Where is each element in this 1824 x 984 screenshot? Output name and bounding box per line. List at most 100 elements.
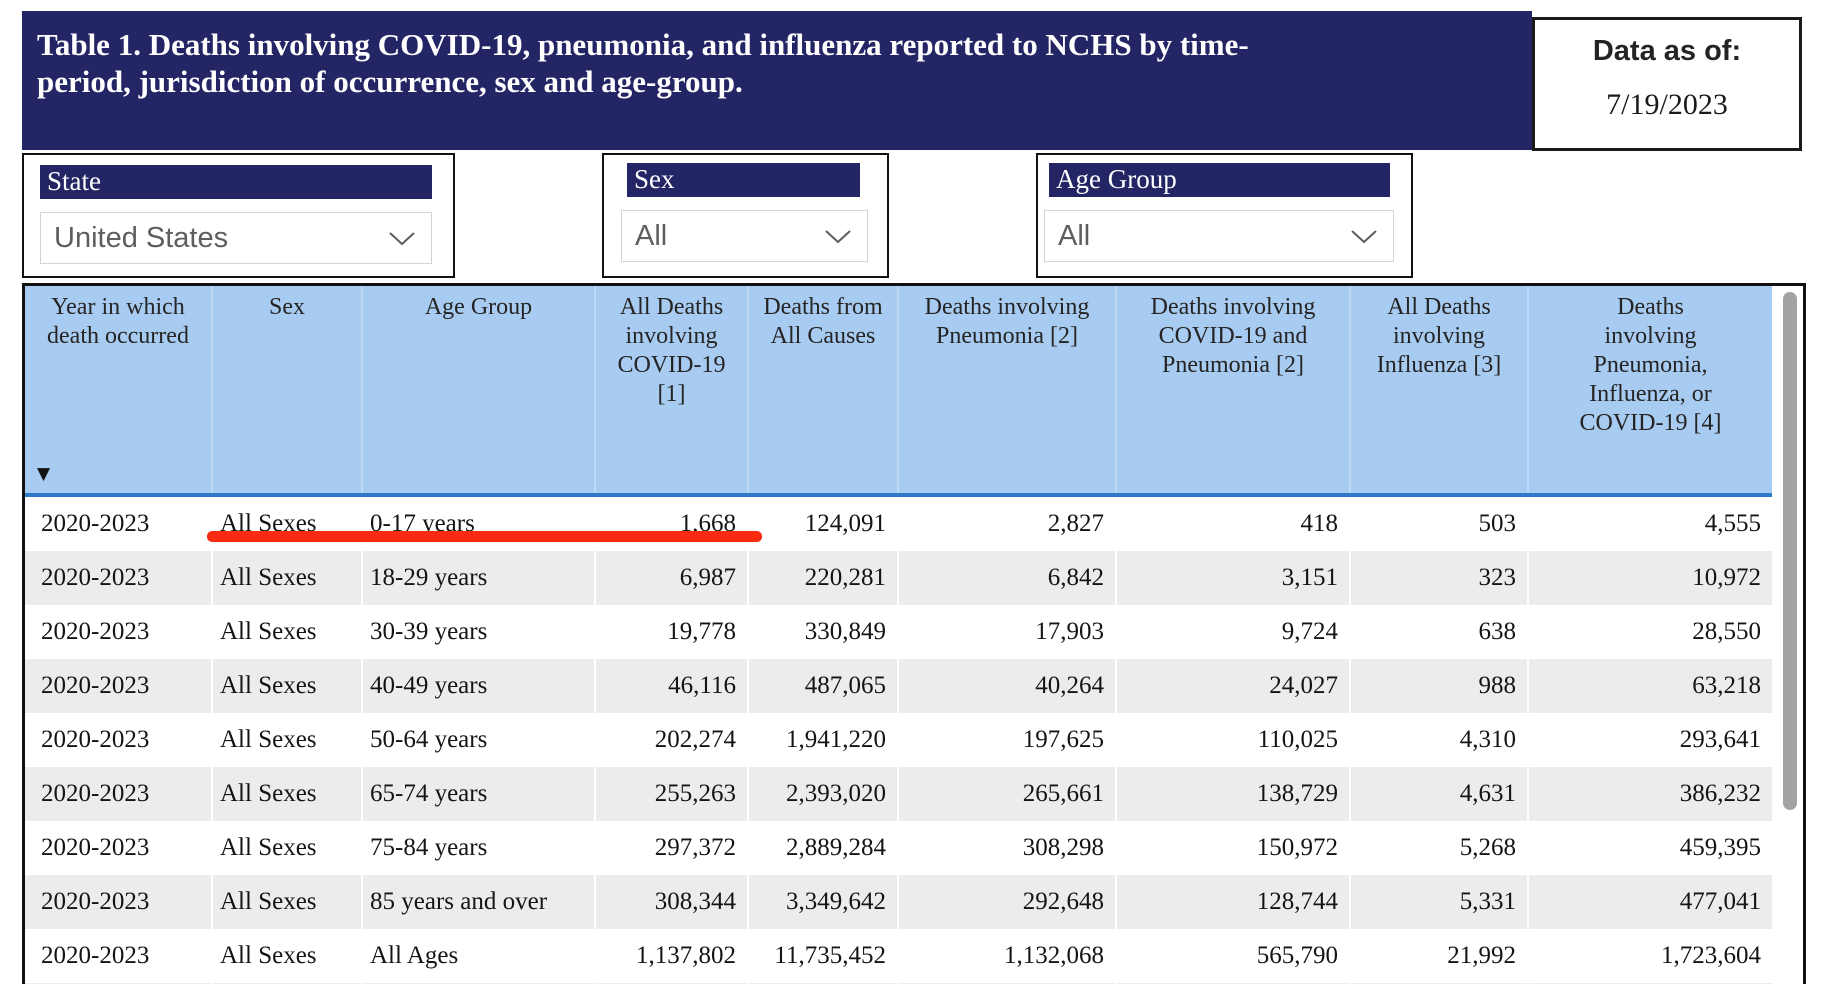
table-row: 2020-2023 All Sexes 30-39 years 19,778 330,8…	[25, 605, 1772, 659]
table-cell: 418	[1115, 495, 1350, 551]
table-cell: 202,274	[594, 713, 748, 767]
table-cell: 19,778	[594, 605, 748, 659]
column-header-deaths-involving-covid-19-and-pneumonia-2[interactable]: Deaths involving COVID-19 and Pneumonia …	[1115, 286, 1350, 497]
column-header-label: Sex	[269, 294, 305, 320]
vertical-scrollbar[interactable]	[1775, 286, 1803, 984]
table-cell: 220,281	[747, 551, 898, 605]
table-cell: 11,735,452	[747, 929, 898, 983]
state-dropdown[interactable]: United States	[40, 212, 432, 264]
column-header-age-group[interactable]: Age Group	[361, 286, 595, 497]
column-header-deaths-from-all-causes[interactable]: Deaths from All Causes	[747, 286, 898, 497]
table-cell: 65-74 years	[361, 767, 595, 821]
age-group-dropdown[interactable]: All	[1044, 210, 1394, 262]
state-filter: State United States	[22, 153, 455, 278]
table-cell: 565,790	[1115, 929, 1350, 983]
column-header-sex[interactable]: Sex	[211, 286, 362, 497]
table-cell: 293,641	[1527, 713, 1772, 767]
table-cell: 1,723,604	[1527, 929, 1772, 983]
page-title-line2: period, jurisdiction of occurrence, sex …	[37, 64, 743, 99]
table-cell: 124,091	[747, 495, 898, 551]
table-cell: 28,550	[1527, 605, 1772, 659]
table-cell: 63,218	[1527, 659, 1772, 713]
table-cell: 1,941,220	[747, 713, 898, 767]
state-filter-label: State	[40, 165, 432, 199]
table-cell: 50-64 years	[361, 713, 595, 767]
column-header-deaths-involving-pneumonia-influenza-or-covid-19-4[interactable]: Deaths involving Pneumonia, Influenza, o…	[1527, 286, 1772, 497]
table-cell: All Sexes	[211, 659, 362, 713]
table-cell: 477,041	[1527, 875, 1772, 929]
red-underline-annotation	[207, 531, 762, 542]
table-cell: 638	[1349, 605, 1528, 659]
table-cell: 386,232	[1527, 767, 1772, 821]
age-group-dropdown-value: All	[1058, 219, 1091, 252]
table-cell: 503	[1349, 495, 1528, 551]
table-cell: 2020-2023	[41, 726, 150, 753]
column-header-all-deaths-involving-covid-19-1[interactable]: All Deaths involving COVID-19 [1]	[594, 286, 748, 497]
table-cell: 30-39 years	[361, 605, 595, 659]
table-cell: 6,987	[594, 551, 748, 605]
table-cell: 4,310	[1349, 713, 1528, 767]
table-cell: 2020-2023	[41, 672, 150, 699]
table-cell: 6,842	[897, 551, 1116, 605]
table-cell: 988	[1349, 659, 1528, 713]
column-header-label: Deaths involving Pneumonia, Influenza, o…	[1579, 294, 1722, 436]
data-as-of-box: Data as of: 7/19/2023	[1532, 17, 1802, 151]
table-cell: 2020-2023	[41, 888, 150, 915]
column-header-label: Year in which death occurred	[47, 294, 189, 349]
title-banner: Table 1. Deaths involving COVID-19, pneu…	[22, 11, 1532, 150]
sort-descending-icon[interactable]: ▼	[37, 464, 51, 484]
table-cell: 110,025	[1115, 713, 1350, 767]
table-cell: 2020-2023	[41, 834, 150, 861]
table-cell: 17,903	[897, 605, 1116, 659]
table-row: 2020-2023 All Sexes 50-64 years 202,274 1,94…	[25, 713, 1772, 767]
table-cell: 85 years and over	[361, 875, 595, 929]
table-cell: 9,724	[1115, 605, 1350, 659]
table-cell: All Sexes	[211, 605, 362, 659]
column-header-year-in-which-death-occurred[interactable]: Year in which death occurred ▼	[25, 286, 212, 497]
table-cell: All Sexes	[211, 875, 362, 929]
scrollbar-thumb[interactable]	[1783, 292, 1797, 810]
table-cell: 255,263	[594, 767, 748, 821]
table-cell: 487,065	[747, 659, 898, 713]
column-header-label: Deaths involving COVID-19 and Pneumonia …	[1150, 294, 1316, 378]
table-cell: 308,298	[897, 821, 1116, 875]
table-cell: 292,648	[897, 875, 1116, 929]
table-cell: 2020-2023	[41, 942, 150, 969]
table-cell: 197,625	[897, 713, 1116, 767]
data-as-of-date: 7/19/2023	[1606, 88, 1728, 121]
table-cell: 2020-2023	[41, 780, 150, 807]
table-cell: 2,889,284	[747, 821, 898, 875]
table-cell: 1,137,802	[594, 929, 748, 983]
column-header-label: Age Group	[424, 294, 533, 320]
table-row: 2020-2023 All Sexes 40-49 years 46,116 487,0…	[25, 659, 1772, 713]
table-header-row: Year in which death occurred ▼ Sex Age Grou…	[25, 286, 1772, 497]
table-cell: 1,132,068	[897, 929, 1116, 983]
column-header-deaths-involving-pneumonia-2[interactable]: Deaths involving Pneumonia [2]	[897, 286, 1116, 497]
sex-dropdown-value: All	[635, 219, 668, 252]
table-cell: 138,729	[1115, 767, 1350, 821]
age-group-filter-label: Age Group	[1049, 163, 1390, 197]
table-cell: 4,555	[1527, 495, 1772, 551]
table-cell: 40-49 years	[361, 659, 595, 713]
table-cell: All Ages	[361, 929, 595, 983]
sex-filter-label: Sex	[627, 163, 860, 197]
age-group-filter: Age Group All	[1036, 153, 1413, 278]
table-cell: 150,972	[1115, 821, 1350, 875]
table-cell: 323	[1349, 551, 1528, 605]
table-cell: All Sexes	[211, 495, 362, 551]
table-cell: 18-29 years	[361, 551, 595, 605]
table-cell: 297,372	[594, 821, 748, 875]
column-header-label: All Deaths involving Influenza [3]	[1376, 294, 1502, 378]
table-row: 2020-2023 All Sexes 0-17 years 1,668 124,091…	[25, 495, 1772, 551]
table-cell: 2020-2023	[41, 510, 150, 537]
table-cell: 3,151	[1115, 551, 1350, 605]
page-title-line1: Table 1. Deaths involving COVID-19, pneu…	[37, 27, 1249, 62]
table-cell: 2020-2023	[41, 618, 150, 645]
table-cell: 2020-2023	[41, 564, 150, 591]
column-header-label: Deaths from All Causes	[763, 294, 883, 349]
column-header-all-deaths-involving-influenza-3[interactable]: All Deaths involving Influenza [3]	[1349, 286, 1528, 497]
table-cell: All Sexes	[211, 767, 362, 821]
sex-dropdown[interactable]: All	[621, 210, 868, 262]
table-cell: 75-84 years	[361, 821, 595, 875]
table-cell: 1,668	[594, 495, 748, 551]
